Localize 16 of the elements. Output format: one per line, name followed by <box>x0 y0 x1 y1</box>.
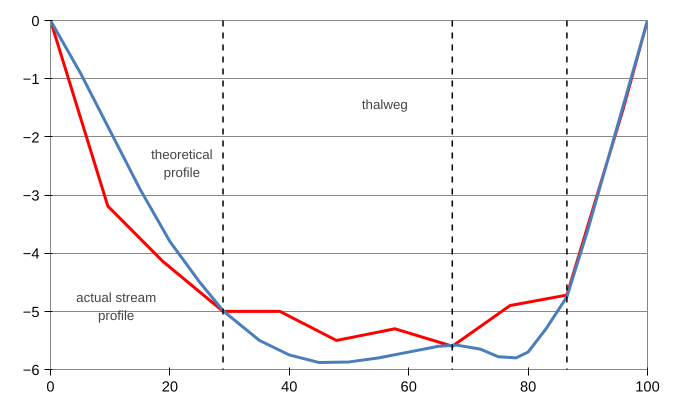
y-tick-label: −2 <box>22 130 40 146</box>
x-tick-label: 20 <box>162 380 178 396</box>
x-tick-label: 80 <box>520 380 536 396</box>
x-tick-label: 60 <box>400 380 417 396</box>
y-tick-label: −6 <box>22 363 40 379</box>
x-tick-label: 40 <box>281 380 298 396</box>
annotation: theoretical profile <box>151 147 213 180</box>
annotation: thalweg <box>362 96 408 112</box>
y-tick-label: −5 <box>22 304 40 321</box>
x-tick-label: 0 <box>46 380 55 396</box>
x-tick-label: 100 <box>635 380 660 396</box>
annotation: actual stream profile <box>76 290 156 324</box>
y-tick-label: 0 <box>31 14 40 30</box>
y-tick-label: −4 <box>22 246 40 263</box>
y-tick-label: −3 <box>22 188 40 204</box>
y-tick-label: −1 <box>22 72 40 88</box>
